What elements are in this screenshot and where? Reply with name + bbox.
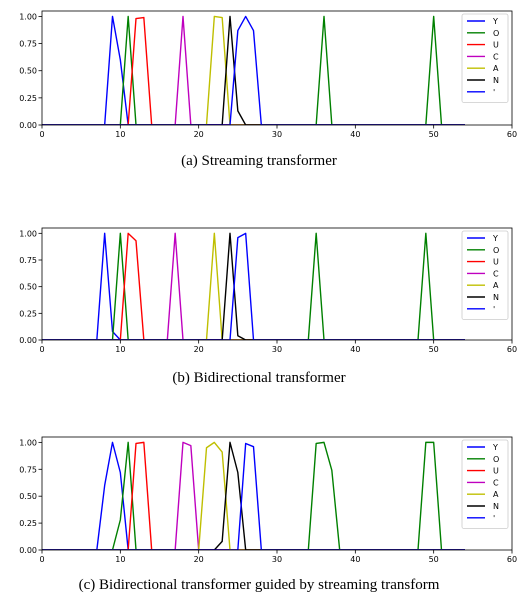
chart-caption: (c) Bidirectional transformer guided by … <box>79 577 440 593</box>
legend-label-1: Y <box>492 234 498 243</box>
legend-label-4: C <box>493 52 499 61</box>
series-line-2 <box>42 15 465 125</box>
chart-caption: (b) Bidirectional transformer <box>172 370 345 386</box>
axes-frame <box>41 436 513 551</box>
y-tick-label: 1.00 <box>19 12 37 21</box>
axes-frame <box>41 10 513 126</box>
series-line-2 <box>42 441 465 550</box>
legend-label-2: O <box>493 29 499 38</box>
x-tick-label: 30 <box>272 130 282 139</box>
y-tick-label: 0.50 <box>19 283 37 292</box>
legend-label-3: U <box>493 467 499 476</box>
x-tick-label: 40 <box>350 345 360 354</box>
x-tick-label: 20 <box>194 130 204 139</box>
legend-label-5: A <box>493 281 499 290</box>
series-line-7 <box>42 15 465 125</box>
x-tick-label: 10 <box>115 345 125 354</box>
legend-label-6: N <box>493 502 499 511</box>
series-line-3 <box>42 16 465 125</box>
x-tick-label: 30 <box>272 345 282 354</box>
series-group <box>42 441 465 550</box>
x-tick-label: 60 <box>507 345 517 354</box>
series-line-1 <box>42 232 465 340</box>
legend-label-1: Y <box>492 443 498 452</box>
x-tick-label: 10 <box>115 555 125 564</box>
series-line-7 <box>42 442 465 550</box>
legend-label-7: ' <box>493 514 495 523</box>
x-tick-label: 60 <box>507 130 517 139</box>
legend-label-3: U <box>493 258 499 267</box>
legend-label-6: N <box>493 76 499 85</box>
y-tick-label: 0.75 <box>19 465 37 474</box>
y-tick-label: 0.25 <box>19 519 37 528</box>
x-tick-label: 40 <box>350 130 360 139</box>
x-tick-label: 60 <box>507 555 517 564</box>
legend-label-4: C <box>493 269 499 278</box>
series-line-7 <box>42 232 465 340</box>
y-tick-label: 1.00 <box>19 229 37 238</box>
x-tick-label: 20 <box>194 345 204 354</box>
x-tick-label: 0 <box>39 555 44 564</box>
legend-label-5: A <box>493 490 499 499</box>
series-line-3 <box>42 232 465 340</box>
series-line-6 <box>42 15 465 125</box>
x-tick-label: 0 <box>39 345 44 354</box>
series-line-5 <box>42 441 465 550</box>
legend-label-3: U <box>493 41 499 50</box>
legend-box <box>461 230 509 320</box>
x-tick-label: 40 <box>350 555 360 564</box>
y-tick-label: 0.25 <box>19 309 37 318</box>
y-tick-label: 0.00 <box>19 546 37 555</box>
y-tick-label: 1.00 <box>19 438 37 447</box>
series-line-3 <box>42 441 465 550</box>
legend-box <box>461 13 509 103</box>
legend-label-4: C <box>493 478 499 487</box>
y-tick-label: 0.25 <box>19 94 37 103</box>
x-tick-label: 50 <box>429 345 439 354</box>
y-tick-label: 0.50 <box>19 67 37 76</box>
x-tick-label: 30 <box>272 555 282 564</box>
x-tick-label: 0 <box>39 130 44 139</box>
series-group <box>42 15 465 125</box>
legend-box <box>461 439 509 529</box>
y-tick-label: 0.00 <box>19 121 37 130</box>
series-line-4 <box>42 15 465 125</box>
legend-label-7: ' <box>493 305 495 314</box>
legend-label-2: O <box>493 246 499 255</box>
legend-label-7: ' <box>493 88 495 97</box>
series-line-1 <box>42 15 465 125</box>
y-tick-label: 0.75 <box>19 256 37 265</box>
legend-label-6: N <box>493 293 499 302</box>
x-tick-label: 20 <box>194 555 204 564</box>
legend-label-5: A <box>493 64 499 73</box>
x-tick-label: 10 <box>115 130 125 139</box>
chart-caption: (a) Streaming transformer <box>181 153 337 169</box>
series-line-6 <box>42 441 465 550</box>
series-line-5 <box>42 232 465 340</box>
series-line-5 <box>42 15 465 125</box>
series-line-4 <box>42 441 465 550</box>
series-group <box>42 232 465 340</box>
x-tick-label: 50 <box>429 555 439 564</box>
x-tick-label: 50 <box>429 130 439 139</box>
y-tick-label: 0.50 <box>19 492 37 501</box>
series-line-1 <box>42 441 465 550</box>
series-line-4 <box>42 232 465 340</box>
legend-label-2: O <box>493 455 499 464</box>
y-tick-label: 0.75 <box>19 40 37 49</box>
series-line-2 <box>42 232 465 340</box>
legend-label-1: Y <box>492 17 498 26</box>
y-tick-label: 0.00 <box>19 336 37 345</box>
